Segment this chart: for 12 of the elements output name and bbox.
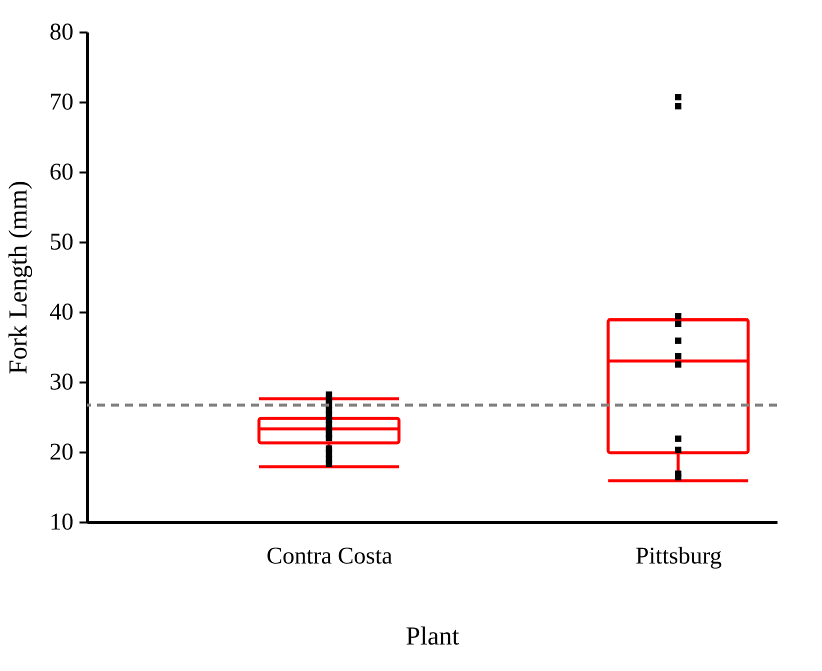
y-tick-label: 80 bbox=[50, 20, 74, 46]
y-axis-title: Fork Length (mm) bbox=[4, 180, 32, 374]
y-tick-label: 50 bbox=[50, 230, 74, 256]
y-tick-label: 40 bbox=[50, 300, 74, 326]
y-tick-label: 10 bbox=[50, 510, 74, 536]
x-tick-label: Pittsburg bbox=[636, 544, 722, 570]
x-axis-title: Plant bbox=[406, 622, 460, 650]
x-tick-label: Contra Costa bbox=[266, 544, 393, 570]
y-tick-label: 60 bbox=[50, 160, 74, 186]
y-tick-label: 20 bbox=[50, 440, 74, 466]
y-tick-label: 30 bbox=[50, 370, 74, 396]
y-tick-label: 70 bbox=[50, 90, 74, 116]
